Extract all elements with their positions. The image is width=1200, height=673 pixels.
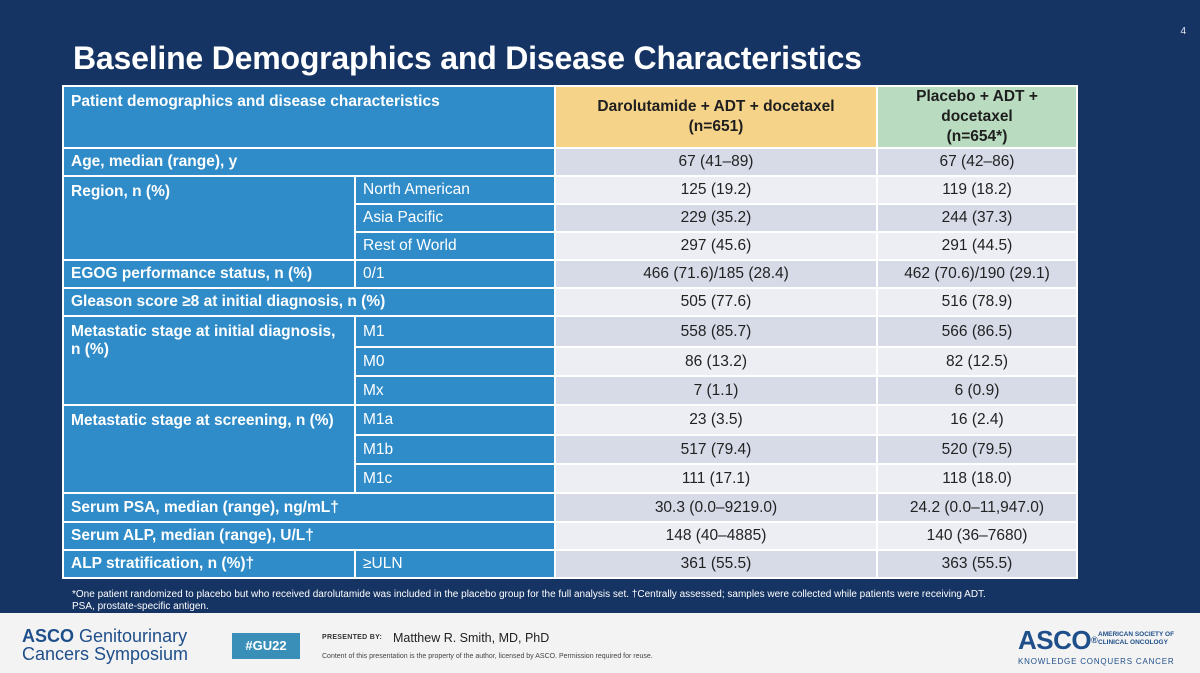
table-row: M0 86 (13.2) 82 (12.5) bbox=[63, 346, 1078, 377]
row-label-meta-initial: Metastatic stage at initial diagnosis, n… bbox=[62, 315, 356, 406]
table-row: Age, median (range), y 67 (41–89) 67 (42… bbox=[62, 147, 1078, 177]
asco-society-line-1: AMERICAN SOCIETY OF bbox=[1098, 631, 1175, 638]
gu-symposium-logo: ASCO Genitourinary Cancers Symposium bbox=[22, 627, 188, 663]
sub-label-m1c: M1c bbox=[354, 463, 556, 494]
cell-region-ap-darolutamide: 229 (35.2) bbox=[554, 203, 878, 233]
cell-meta-screening-m1a-placebo: 16 (2.4) bbox=[876, 404, 1078, 436]
sub-label-mx: Mx bbox=[354, 375, 556, 406]
header-placebo-name: Placebo + ADT + docetaxel bbox=[916, 88, 1038, 125]
cell-ecog-darolutamide: 466 (71.6)/185 (28.4) bbox=[554, 259, 878, 289]
slide-title: Baseline Demographics and Disease Charac… bbox=[73, 40, 862, 76]
presenter-name: Matthew R. Smith, MD, PhD bbox=[393, 631, 550, 645]
row-label-ecog: EGOG performance status, n (%) bbox=[62, 259, 356, 289]
row-label-age: Age, median (range), y bbox=[62, 147, 556, 177]
header-darolutamide-name: Darolutamide + ADT + docetaxel bbox=[597, 98, 835, 115]
table-row: Metastatic stage at initial diagnosis, n… bbox=[62, 315, 1078, 406]
header-placebo-n: (n=654*) bbox=[946, 128, 1008, 145]
table-row: Gleason score ≥8 at initial diagnosis, n… bbox=[62, 287, 1078, 317]
header-darolutamide-n: (n=651) bbox=[688, 118, 744, 135]
slide-number: 4 bbox=[1180, 26, 1186, 37]
cell-alp-strat-darolutamide: 361 (55.5) bbox=[554, 549, 878, 579]
cell-age-placebo: 67 (42–86) bbox=[876, 147, 1078, 177]
asco-tagline: KNOWLEDGE CONQUERS CANCER bbox=[1018, 657, 1175, 666]
footer: ASCO Genitourinary Cancers Symposium #GU… bbox=[0, 613, 1200, 673]
footnote-line-1: *One patient randomized to placebo but w… bbox=[72, 589, 986, 600]
cell-alp-darolutamide: 148 (40–4885) bbox=[554, 521, 878, 551]
baseline-table: Patient demographics and disease charact… bbox=[62, 85, 1078, 579]
cell-meta-screening-m1c-darolutamide: 111 (17.1) bbox=[554, 463, 878, 494]
row-label-meta-screening: Metastatic stage at screening, n (%) bbox=[62, 404, 356, 494]
sub-label-rest-of-world: Rest of World bbox=[354, 231, 556, 261]
header-placebo: Placebo + ADT + docetaxel (n=654*) bbox=[876, 85, 1078, 149]
row-label-region: Region, n (%) bbox=[62, 175, 356, 261]
presented-by-label: PRESENTED BY: bbox=[322, 634, 383, 641]
table-row: Mx 7 (1.1) 6 (0.9) bbox=[63, 375, 1078, 406]
table-row: M1b 517 (79.4) 520 (79.5) bbox=[63, 434, 1078, 465]
slide: 4 Baseline Demographics and Disease Char… bbox=[62, 26, 1186, 613]
cell-meta-screening-m1c-placebo: 118 (18.0) bbox=[876, 463, 1078, 494]
row-label-psa: Serum PSA, median (range), ng/mL† bbox=[62, 492, 556, 523]
cell-psa-darolutamide: 30.3 (0.0–9219.0) bbox=[554, 492, 878, 523]
cell-meta-initial-mx-darolutamide: 7 (1.1) bbox=[554, 375, 878, 406]
sub-label-m1a: M1a bbox=[354, 404, 556, 436]
disclaimer: Content of this presentation is the prop… bbox=[322, 653, 653, 660]
row-label-gleason: Gleason score ≥8 at initial diagnosis, n… bbox=[62, 287, 556, 317]
sub-label-north-american: North American bbox=[354, 175, 556, 205]
sub-label-asia-pacific: Asia Pacific bbox=[354, 203, 556, 233]
hashtag-badge: #GU22 bbox=[232, 633, 300, 659]
sub-label-ecog: 0/1 bbox=[354, 259, 556, 289]
cell-alp-placebo: 140 (36–7680) bbox=[876, 521, 1078, 551]
row-label-alp: Serum ALP, median (range), U/L† bbox=[62, 521, 556, 551]
table-row: ALP stratification, n (%)† ≥ULN 361 (55.… bbox=[62, 549, 1078, 579]
cell-gleason-placebo: 516 (78.9) bbox=[876, 287, 1078, 317]
footnote-line-2: PSA, prostate-specific antigen. bbox=[72, 601, 209, 612]
asco-logo-word: ASCO bbox=[1018, 625, 1092, 655]
cell-meta-screening-m1a-darolutamide: 23 (3.5) bbox=[554, 404, 878, 436]
cell-meta-screening-m1b-placebo: 520 (79.5) bbox=[876, 434, 1078, 465]
asco-society-line-2: CLINICAL ONCOLOGY bbox=[1098, 639, 1168, 646]
cell-meta-initial-m1-darolutamide: 558 (85.7) bbox=[554, 315, 878, 348]
table-row: Rest of World 297 (45.6) 291 (44.5) bbox=[63, 231, 1078, 261]
cell-alp-strat-placebo: 363 (55.5) bbox=[876, 549, 1078, 579]
asco-society-name: AMERICAN SOCIETY OF CLINICAL ONCOLOGY bbox=[1098, 631, 1188, 647]
sub-label-m1b: M1b bbox=[354, 434, 556, 465]
footnote: *One patient randomized to placebo but w… bbox=[72, 589, 1132, 613]
cell-age-darolutamide: 67 (41–89) bbox=[554, 147, 878, 177]
logo-genitourinary: Genitourinary bbox=[74, 626, 188, 646]
table-row: Asia Pacific 229 (35.2) 244 (37.3) bbox=[63, 203, 1078, 233]
asco-registered-mark: ® bbox=[1091, 635, 1098, 645]
cell-gleason-darolutamide: 505 (77.6) bbox=[554, 287, 878, 317]
cell-meta-initial-m0-darolutamide: 86 (13.2) bbox=[554, 346, 878, 377]
cell-region-na-darolutamide: 125 (19.2) bbox=[554, 175, 878, 205]
sub-label-uln: ≥ULN bbox=[354, 549, 556, 579]
cell-region-ap-placebo: 244 (37.3) bbox=[876, 203, 1078, 233]
header-darolutamide: Darolutamide + ADT + docetaxel (n=651) bbox=[554, 85, 878, 149]
cell-meta-initial-m0-placebo: 82 (12.5) bbox=[876, 346, 1078, 377]
sub-label-m0: M0 bbox=[354, 346, 556, 377]
sub-label-m1: M1 bbox=[354, 315, 556, 348]
cell-region-row-placebo: 291 (44.5) bbox=[876, 231, 1078, 261]
table-header-row: Patient demographics and disease charact… bbox=[62, 85, 1078, 149]
table-row: Region, n (%) North American 125 (19.2) … bbox=[62, 175, 1078, 261]
cell-psa-placebo: 24.2 (0.0–11,947.0) bbox=[876, 492, 1078, 523]
row-label-alp-strat: ALP stratification, n (%)† bbox=[62, 549, 356, 579]
table-row: EGOG performance status, n (%) 0/1 466 (… bbox=[62, 259, 1078, 289]
logo-asco-word: ASCO bbox=[22, 626, 75, 646]
cell-meta-screening-m1b-darolutamide: 517 (79.4) bbox=[554, 434, 878, 465]
header-label: Patient demographics and disease charact… bbox=[62, 85, 556, 149]
asco-logo: ASCO® bbox=[1018, 625, 1098, 655]
logo-cancers-symposium: Cancers Symposium bbox=[22, 644, 189, 664]
cell-ecog-placebo: 462 (70.6)/190 (29.1) bbox=[876, 259, 1078, 289]
table-row: Serum ALP, median (range), U/L† 148 (40–… bbox=[62, 521, 1078, 551]
cell-region-row-darolutamide: 297 (45.6) bbox=[554, 231, 878, 261]
table-row: Metastatic stage at screening, n (%) M1a… bbox=[62, 404, 1078, 494]
table-row: Serum PSA, median (range), ng/mL† 30.3 (… bbox=[62, 492, 1078, 523]
cell-meta-initial-mx-placebo: 6 (0.9) bbox=[876, 375, 1078, 406]
cell-meta-initial-m1-placebo: 566 (86.5) bbox=[876, 315, 1078, 348]
cell-region-na-placebo: 119 (18.2) bbox=[876, 175, 1078, 205]
table-row: M1c 111 (17.1) 118 (18.0) bbox=[63, 463, 1078, 494]
